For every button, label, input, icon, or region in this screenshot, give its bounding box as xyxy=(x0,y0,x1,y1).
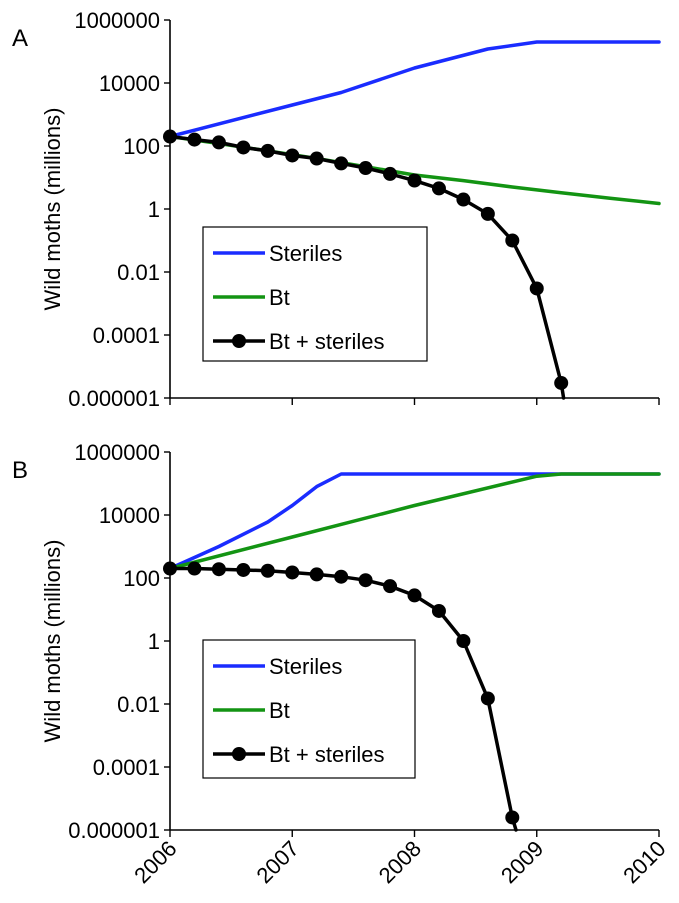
series-line-steriles xyxy=(168,40,661,139)
y-tick-label: 1 xyxy=(148,629,160,654)
y-tick-label: 1 xyxy=(148,197,160,222)
data-point xyxy=(260,143,275,158)
x-tick-label: 2007 xyxy=(251,836,303,888)
panel-letter: B xyxy=(12,457,28,484)
y-tick-label: 0.01 xyxy=(117,260,160,285)
y-tick-label: 1000000 xyxy=(74,440,160,465)
data-point xyxy=(505,233,520,248)
data-point xyxy=(163,561,177,576)
data-point xyxy=(236,562,251,577)
x-tick-label: 2008 xyxy=(374,836,426,888)
legend-label: Steriles xyxy=(269,241,342,266)
data-point xyxy=(211,135,226,150)
y-tick-label: 10000 xyxy=(99,71,160,96)
data-point xyxy=(431,603,446,618)
data-point xyxy=(236,140,251,155)
data-point xyxy=(480,691,495,706)
legend-label: Bt xyxy=(269,285,290,310)
data-point xyxy=(383,166,398,181)
data-point xyxy=(407,588,422,603)
data-point xyxy=(187,132,202,147)
data-point xyxy=(334,156,349,171)
legend-label: Bt + steriles xyxy=(269,329,385,354)
y-axis-title: Wild moths (millions) xyxy=(40,108,65,311)
x-tick-label: 2009 xyxy=(496,836,548,888)
y-tick-label: 100 xyxy=(123,566,160,591)
legend-label: Bt + steriles xyxy=(269,742,385,767)
data-point xyxy=(480,206,495,221)
series-line-bt xyxy=(168,472,661,571)
legend-label: Bt xyxy=(269,698,290,723)
data-point xyxy=(211,562,226,577)
legend-marker xyxy=(232,747,246,761)
y-axis-title: Wild moths (millions) xyxy=(40,540,65,743)
data-point xyxy=(309,151,324,166)
y-tick-label: 0.0001 xyxy=(93,755,160,780)
y-tick-label: 1000000 xyxy=(74,8,160,33)
y-tick-label: 0.000001 xyxy=(68,386,160,411)
data-point xyxy=(407,173,422,188)
series-line-bt-steriles xyxy=(168,566,518,832)
data-point xyxy=(285,148,300,163)
data-point xyxy=(358,161,373,176)
panel-letter: A xyxy=(12,25,28,52)
data-point xyxy=(505,810,520,825)
legend-marker xyxy=(232,334,246,348)
legend-label: Steriles xyxy=(269,654,342,679)
data-point xyxy=(309,567,324,582)
data-point xyxy=(163,129,177,144)
data-point xyxy=(358,573,373,588)
data-point xyxy=(456,192,471,207)
panel-a: A 1000000 10000 100 1 0.01 0.0001 0.000001 Wild … xyxy=(12,8,661,411)
data-point xyxy=(383,579,398,594)
data-point xyxy=(529,281,544,296)
data-point xyxy=(456,634,471,648)
data-point xyxy=(334,569,349,584)
data-point xyxy=(554,375,569,390)
series-line-steriles xyxy=(168,472,661,571)
data-point xyxy=(285,565,300,580)
data-point xyxy=(187,561,202,576)
y-tick-label: 0.000001 xyxy=(68,818,160,843)
data-point xyxy=(431,181,446,196)
x-tick-label: 2006 xyxy=(129,836,181,888)
x-tick-label: 2010 xyxy=(618,836,670,888)
y-tick-label: 0.0001 xyxy=(93,323,160,348)
y-tick-label: 0.01 xyxy=(117,692,160,717)
y-tick-label: 100 xyxy=(123,134,160,159)
data-point xyxy=(260,563,275,578)
y-tick-label: 10000 xyxy=(99,503,160,528)
